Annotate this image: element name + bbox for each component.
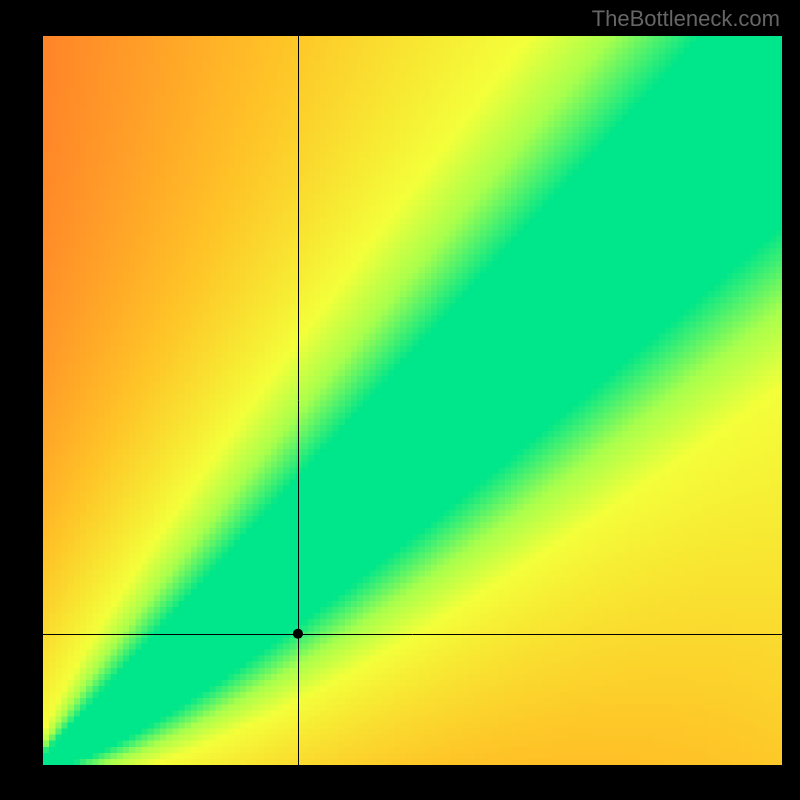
crosshair-overlay <box>43 36 782 765</box>
watermark-label: TheBottleneck.com <box>592 6 780 32</box>
chart-container: TheBottleneck.com <box>0 0 800 800</box>
